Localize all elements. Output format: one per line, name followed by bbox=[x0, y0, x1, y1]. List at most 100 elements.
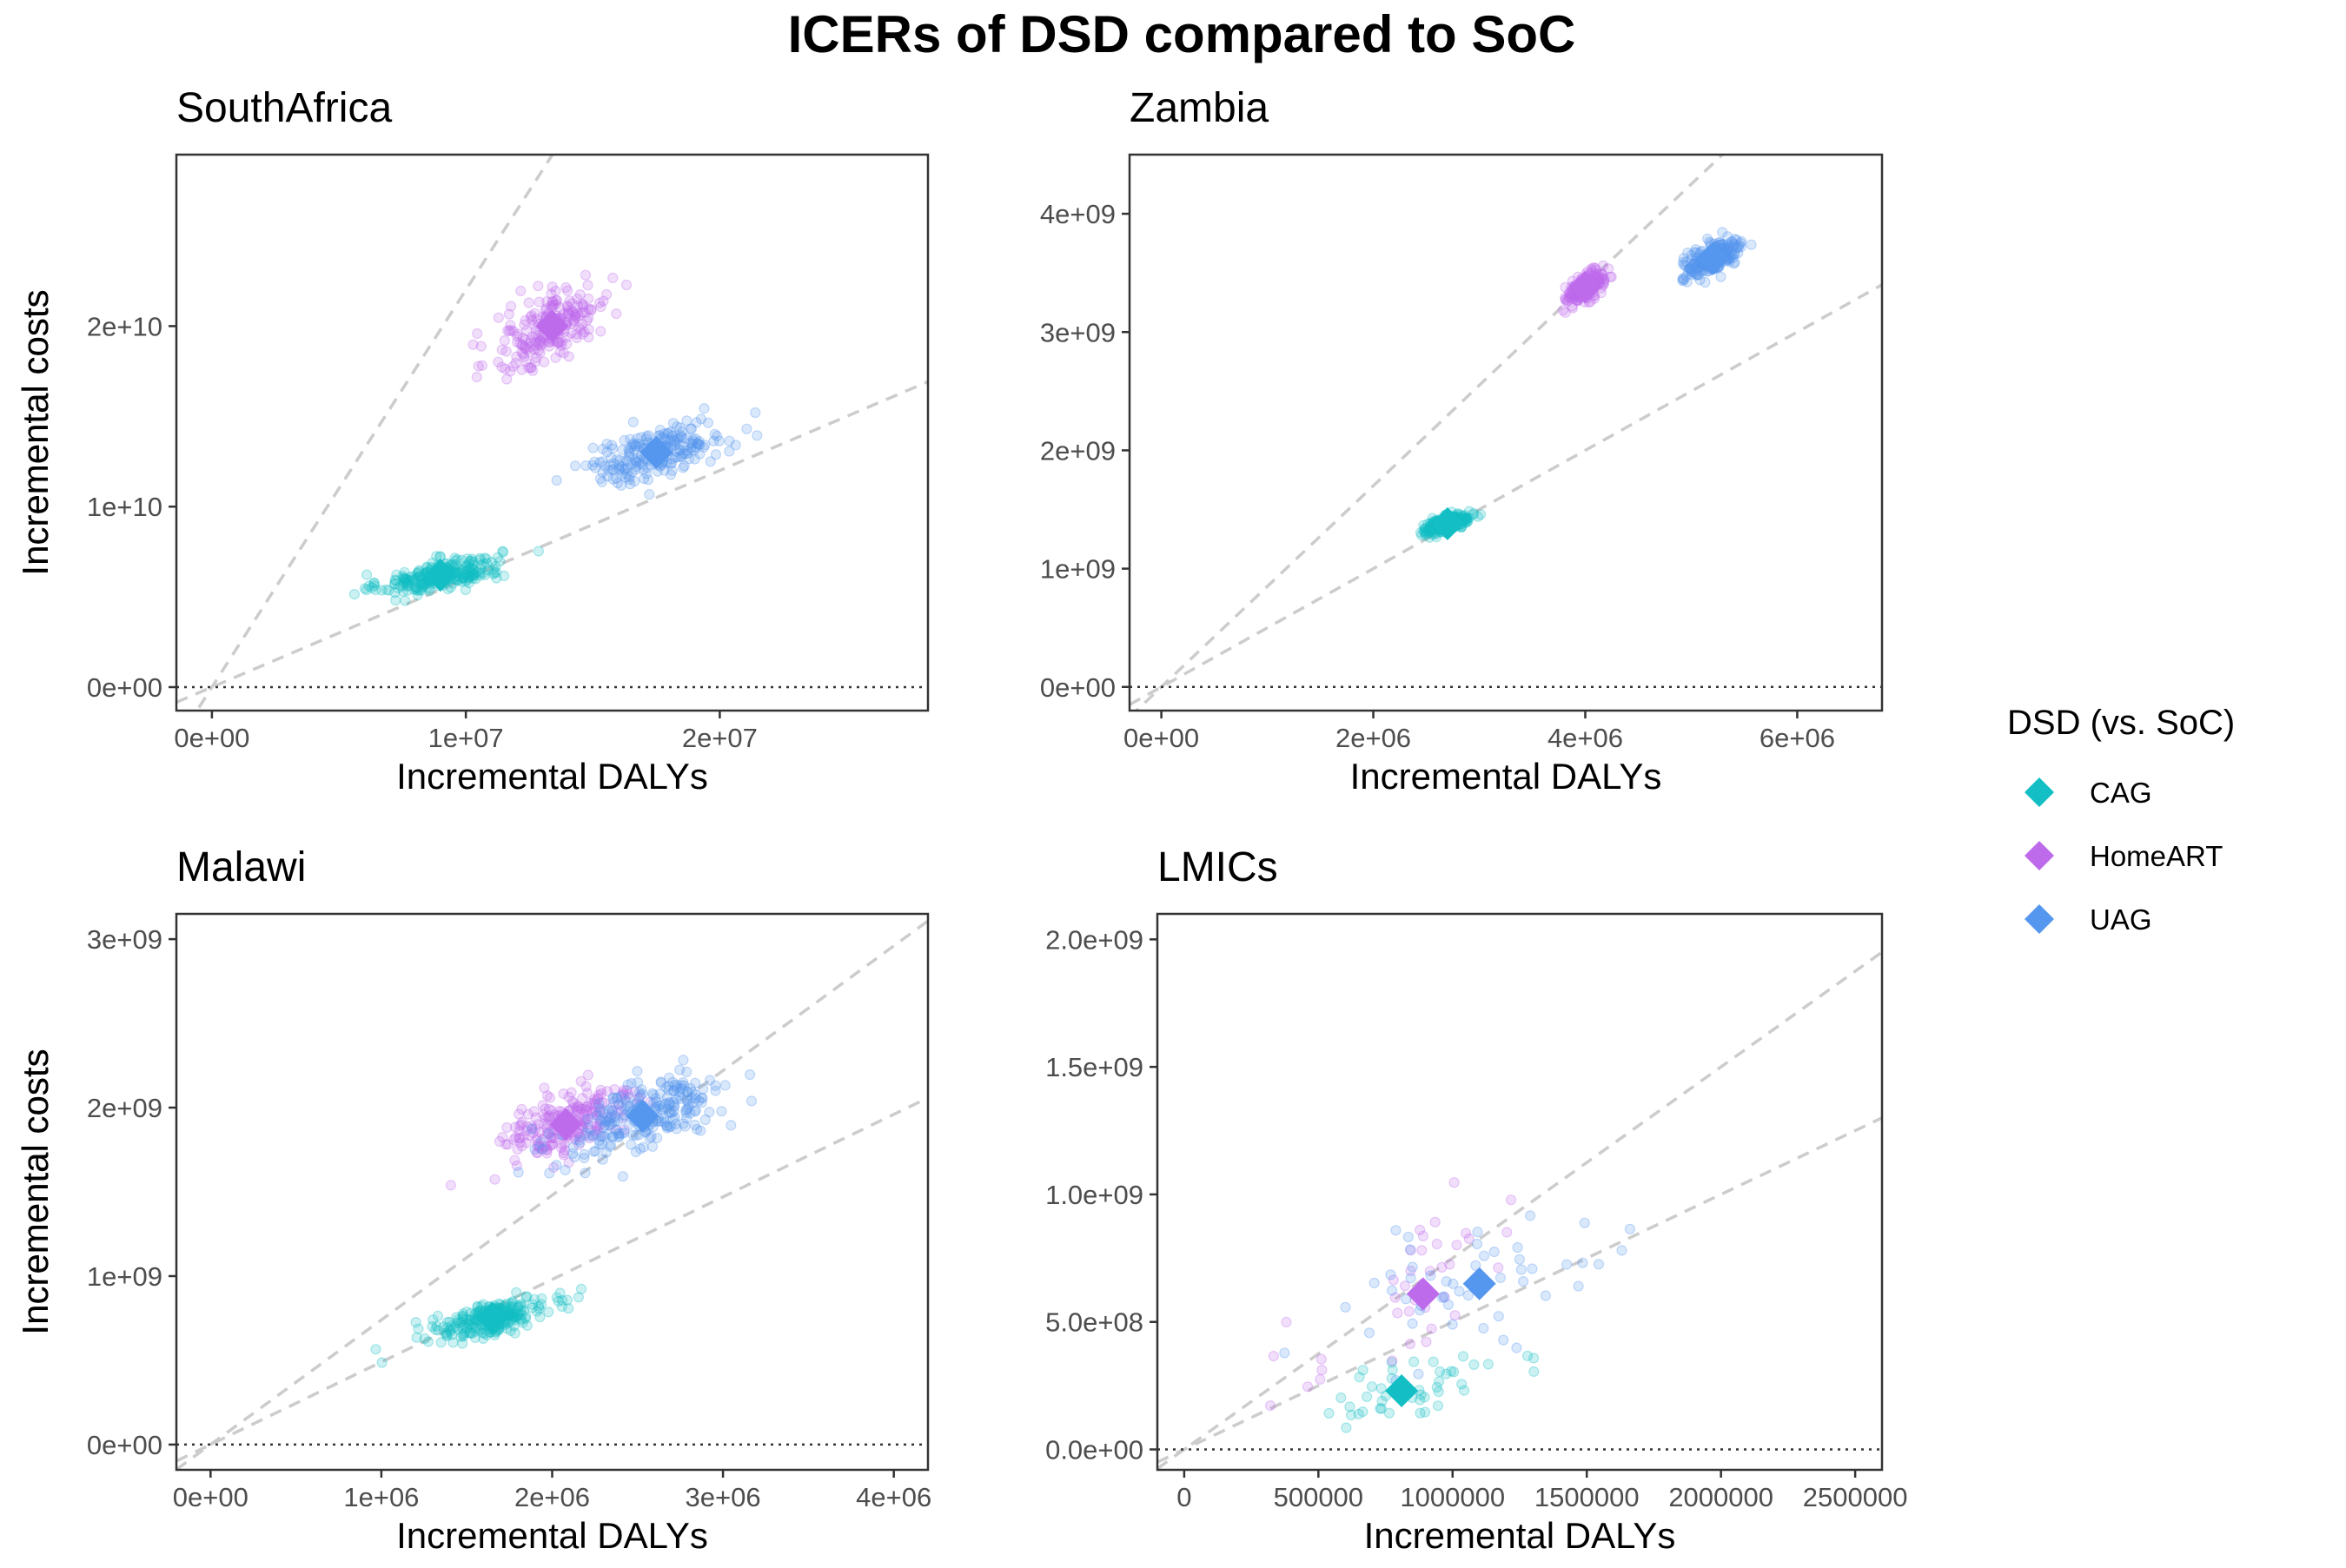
simulation-point-cag bbox=[457, 572, 468, 584]
simulation-point-uag bbox=[669, 436, 681, 447]
simulation-point-uag bbox=[665, 469, 677, 480]
simulation-point-uag bbox=[1493, 1311, 1504, 1322]
simulation-point-uag bbox=[535, 1136, 547, 1148]
simulation-point-uag bbox=[678, 1076, 689, 1088]
simulation-point-homeart bbox=[510, 1132, 521, 1143]
simulation-point-uag bbox=[698, 1083, 709, 1095]
simulation-point-homeart bbox=[595, 1115, 606, 1126]
simulation-point-uag bbox=[609, 1116, 620, 1128]
simulation-point-cag bbox=[415, 578, 427, 590]
simulation-point-uag bbox=[582, 1114, 593, 1125]
simulation-point-uag bbox=[629, 475, 640, 487]
simulation-point-homeart bbox=[600, 288, 613, 301]
legend: DSD (vs. SoC) CAG HomeART UAG bbox=[2007, 704, 2235, 936]
simulation-point-cag bbox=[410, 581, 421, 592]
simulation-point-cag bbox=[451, 553, 463, 566]
simulation-point-cag bbox=[513, 1302, 524, 1313]
simulation-point-uag bbox=[1402, 1231, 1414, 1243]
simulation-point-cag bbox=[468, 569, 480, 580]
simulation-point-uag bbox=[704, 1075, 716, 1086]
simulation-point-homeart bbox=[515, 1119, 527, 1130]
simulation-point-uag bbox=[607, 1092, 620, 1103]
simulation-point-uag bbox=[644, 1133, 655, 1144]
simulation-point-homeart bbox=[593, 1107, 606, 1118]
simulation-point-homeart bbox=[563, 351, 574, 362]
simulation-point-cag bbox=[1357, 1365, 1368, 1376]
simulation-point-uag bbox=[624, 471, 635, 483]
simulation-point-homeart bbox=[529, 308, 540, 319]
simulation-point-cag bbox=[518, 1305, 530, 1316]
simulation-point-uag bbox=[656, 1104, 667, 1115]
simulation-point-cag bbox=[1424, 524, 1436, 535]
simulation-point-homeart bbox=[556, 336, 567, 347]
simulation-point-cag bbox=[458, 1331, 469, 1342]
simulation-point-uag bbox=[666, 436, 678, 448]
simulation-point-homeart bbox=[578, 1108, 589, 1120]
simulation-point-uag bbox=[632, 453, 643, 464]
simulation-point-homeart bbox=[577, 328, 588, 340]
simulation-point-homeart bbox=[507, 361, 519, 372]
simulation-point-uag bbox=[1728, 258, 1740, 269]
panel-border bbox=[1128, 153, 1884, 712]
simulation-point-uag bbox=[1683, 263, 1694, 275]
simulation-point-homeart bbox=[500, 363, 511, 374]
mean-marker-uag bbox=[1462, 1267, 1496, 1300]
simulation-point-uag bbox=[682, 447, 694, 459]
simulation-point-cag bbox=[414, 572, 425, 583]
simulation-point-cag bbox=[1457, 510, 1468, 522]
simulation-point-cag bbox=[376, 585, 388, 596]
threshold-line-1 bbox=[176, 919, 928, 1470]
simulation-point-homeart bbox=[592, 1094, 603, 1106]
simulation-point-uag bbox=[600, 1115, 612, 1127]
simulation-point-uag bbox=[668, 1099, 680, 1111]
simulation-point-uag bbox=[625, 433, 636, 445]
simulation-point-cag bbox=[413, 585, 424, 597]
simulation-point-homeart bbox=[533, 345, 545, 356]
simulation-point-uag bbox=[613, 1130, 625, 1141]
simulation-point-uag bbox=[1386, 1285, 1398, 1296]
simulation-point-homeart bbox=[589, 1094, 600, 1105]
simulation-point-homeart bbox=[572, 300, 584, 311]
simulation-point-homeart bbox=[567, 298, 578, 309]
simulation-point-cag bbox=[535, 1299, 547, 1310]
simulation-point-uag bbox=[1723, 241, 1734, 252]
simulation-point-uag bbox=[687, 435, 699, 447]
simulation-point-homeart bbox=[539, 1082, 550, 1094]
simulation-point-uag bbox=[632, 1065, 643, 1077]
simulation-point-homeart bbox=[1316, 1364, 1328, 1376]
threshold-line-1 bbox=[1134, 155, 1725, 711]
simulation-point-uag bbox=[1686, 268, 1698, 280]
simulation-point-uag bbox=[633, 1129, 645, 1141]
panel-title: LMICs bbox=[1157, 844, 1278, 890]
simulation-point-cag bbox=[1460, 513, 1472, 524]
simulation-point-uag bbox=[679, 1121, 691, 1132]
simulation-point-uag bbox=[1573, 1280, 1584, 1292]
simulation-point-uag bbox=[670, 1118, 682, 1130]
simulation-point-uag bbox=[1686, 266, 1697, 277]
simulation-point-homeart bbox=[547, 1139, 558, 1150]
simulation-point-homeart bbox=[514, 1108, 525, 1120]
simulation-point-cag bbox=[397, 572, 408, 584]
simulation-point-homeart bbox=[568, 316, 580, 327]
x-tick-label: 4e+06 bbox=[1547, 723, 1623, 753]
simulation-point-homeart bbox=[520, 355, 532, 367]
simulation-point-cag bbox=[508, 1311, 520, 1322]
simulation-point-homeart bbox=[604, 1120, 616, 1132]
simulation-point-homeart bbox=[581, 1119, 593, 1130]
simulation-point-homeart bbox=[541, 1128, 553, 1140]
simulation-point-cag bbox=[494, 556, 506, 567]
simulation-point-uag bbox=[598, 1121, 610, 1133]
simulation-point-homeart bbox=[524, 347, 535, 358]
simulation-point-homeart bbox=[587, 1106, 599, 1117]
simulation-point-homeart bbox=[547, 281, 558, 293]
simulation-point-uag bbox=[630, 464, 642, 475]
simulation-point-cag bbox=[1421, 527, 1432, 539]
simulation-point-cag bbox=[503, 1307, 515, 1318]
simulation-point-homeart bbox=[576, 318, 588, 330]
simulation-point-homeart bbox=[571, 1105, 582, 1117]
simulation-point-cag bbox=[1468, 509, 1479, 520]
simulation-point-cag bbox=[412, 568, 423, 579]
simulation-point-cag bbox=[464, 1327, 475, 1339]
simulation-point-cag bbox=[1421, 526, 1433, 537]
simulation-point-cag bbox=[506, 1307, 517, 1320]
